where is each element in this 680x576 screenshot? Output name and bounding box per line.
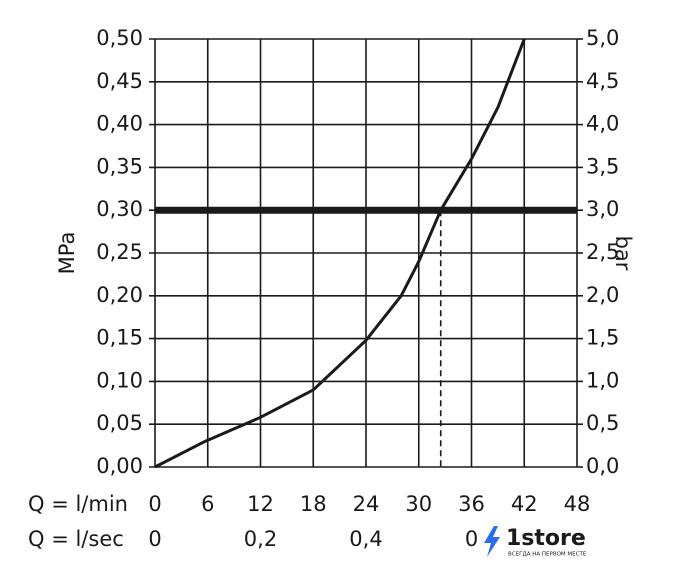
y-tick-label: 0,50 xyxy=(96,26,143,50)
y2-tick-label: 1,0 xyxy=(586,368,619,392)
y2-axis-label: bar xyxy=(611,236,635,271)
x2-tick-label: 0,4 xyxy=(349,527,382,551)
x-axis-label: Q = l/min xyxy=(28,492,128,516)
watermark: 1store ВСЕГДА НА ПЕРВОМ МЕСТЕ xyxy=(484,526,587,558)
y2-tick-label: 4,5 xyxy=(586,69,619,93)
x-tick-label: 12 xyxy=(247,492,274,516)
x2-tick-label: 0 xyxy=(148,527,161,551)
y-tick-label: 0,05 xyxy=(96,411,143,435)
x-tick-label: 18 xyxy=(300,492,327,516)
x-tick-label: 36 xyxy=(458,492,485,516)
y-tick-label: 0,00 xyxy=(96,454,143,478)
logo-icon xyxy=(484,526,500,557)
x-tick-label: 0 xyxy=(148,492,161,516)
x-tick-label: 42 xyxy=(511,492,538,516)
y-axis-label: MPa xyxy=(55,232,79,275)
y-tick-label: 0,45 xyxy=(96,69,143,93)
x2-axis-label: Q = l/sec xyxy=(28,527,124,551)
logo-brand: 1store xyxy=(506,526,586,551)
y2-tick-label: 3,0 xyxy=(586,197,619,221)
y-tick-label: 0,20 xyxy=(96,283,143,307)
y2-tick-label: 2,5 xyxy=(586,240,619,264)
y2-tick-label: 4,0 xyxy=(586,112,619,136)
y2-tick-label: 1,5 xyxy=(586,326,619,350)
y2-tick-label: 2,0 xyxy=(586,283,619,307)
x2-tick-label: 0 xyxy=(465,527,478,551)
y2-tick-label: 0,5 xyxy=(586,411,619,435)
x-tick-label: 48 xyxy=(564,492,591,516)
y2-tick-label: 0,0 xyxy=(586,454,619,478)
y-tick-label: 0,40 xyxy=(96,112,143,136)
y-tick-label: 0,10 xyxy=(96,368,143,392)
x-tick-label: 6 xyxy=(201,492,214,516)
x-tick-label: 30 xyxy=(405,492,432,516)
y-tick-label: 0,25 xyxy=(96,240,143,264)
y-tick-label: 0,35 xyxy=(96,154,143,178)
data-line xyxy=(154,38,526,469)
y2-tick-label: 3,5 xyxy=(586,154,619,178)
y2-tick-label: 5,0 xyxy=(586,26,619,50)
logo-tagline: ВСЕГДА НА ПЕРВОМ МЕСТЕ xyxy=(508,552,587,558)
x2-tick-label: 0,2 xyxy=(244,527,277,551)
x-tick-label: 24 xyxy=(353,492,380,516)
y-tick-label: 0,15 xyxy=(96,326,143,350)
y-tick-label: 0,30 xyxy=(96,197,143,221)
